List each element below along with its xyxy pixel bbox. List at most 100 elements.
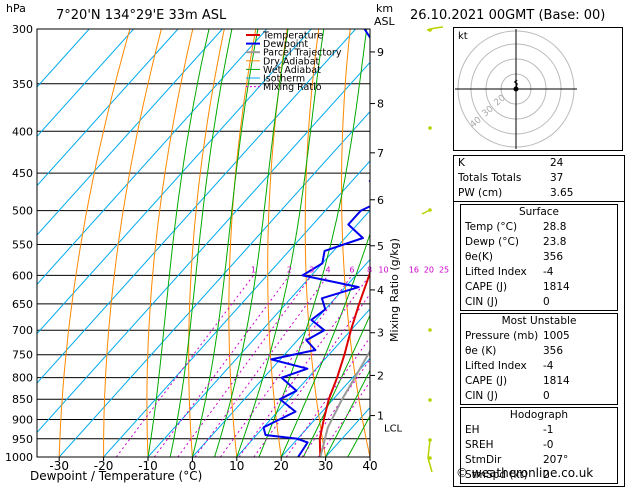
dry-adiabat-line xyxy=(228,29,257,457)
dry-adiabat-line xyxy=(411,29,450,457)
mixing-ratio-line xyxy=(115,275,254,457)
mixing-ratio-label: 3 xyxy=(309,265,314,274)
mixing-ratio-label: 1 xyxy=(251,265,256,274)
isotherm-line xyxy=(37,29,268,286)
hodograph-value: 207° xyxy=(543,454,569,466)
most-unstable-value: 1814 xyxy=(543,375,570,387)
surface-row: Temp (°C) 28.8 xyxy=(461,220,617,235)
km-tick-label: 6 xyxy=(377,194,384,207)
isotherm-line xyxy=(147,209,370,457)
pressure-tick-label: 700 xyxy=(12,324,33,337)
legend-entry-parcel-trajectory: Parcel Trajectory xyxy=(263,48,342,59)
mixing-ratio-line xyxy=(285,336,370,457)
mixing-ratio-label: 6 xyxy=(349,265,354,274)
dry-adiabat-line xyxy=(58,29,131,457)
mixing-ratio-label: 16 xyxy=(409,265,419,274)
pressure-tick-label: 900 xyxy=(12,414,33,427)
most-unstable-row: Lifted Index -4 xyxy=(461,359,617,374)
isotherm-line xyxy=(58,110,370,457)
temperature-tick-label: 30 xyxy=(318,459,333,473)
mixing-ratio-axis-label: Mixing Ratio (g/kg) xyxy=(388,238,401,342)
wind-barb-dot xyxy=(428,208,432,212)
most-unstable-key: Lifted Index xyxy=(465,360,527,372)
temperature-tick-label: 20 xyxy=(274,459,289,473)
wind-barb xyxy=(427,439,433,473)
wet-adiabat-line xyxy=(169,29,233,457)
isotherm-line xyxy=(37,29,223,236)
surface-key: Dewp (°C) xyxy=(465,236,519,248)
legend-entry-wet-adiabat: Wet Adiabat xyxy=(263,65,321,76)
datetime-title: 26.10.2021 00GMT (Base: 00) xyxy=(410,8,606,23)
temperature-tick-label: 40 xyxy=(362,459,377,473)
wind-barb-dot xyxy=(428,28,432,32)
mixing-ratio-line xyxy=(219,275,353,457)
wet-adiabat-line xyxy=(258,29,368,457)
dry-adiabat-line xyxy=(444,29,450,457)
index-row: Totals Totals 37 xyxy=(454,171,624,186)
surface-key: θe(K) xyxy=(465,251,493,263)
surface-row: Dewp (°C) 23.8 xyxy=(461,235,617,250)
temperature-tick-label: -10 xyxy=(138,459,158,473)
mixing-ratio-label: 10 xyxy=(378,265,388,274)
temperature-tick-label: -20 xyxy=(94,459,114,473)
wind-barb-dot xyxy=(428,438,432,442)
lcl-label: LCL xyxy=(384,423,403,434)
pressure-tick-label: 750 xyxy=(12,349,33,362)
surface-row: CAPE (J) 1814 xyxy=(461,280,617,295)
dry-adiabat-line xyxy=(188,29,225,457)
surface-value: 28.8 xyxy=(543,221,567,233)
surface-key: Lifted Index xyxy=(465,266,527,278)
pressure-tick-label: 600 xyxy=(12,269,33,282)
mixing-ratio-line xyxy=(238,275,370,457)
isotherm-line xyxy=(103,160,370,457)
mixing-ratio-label: 2 xyxy=(287,265,292,274)
wet-adiabat-line xyxy=(236,29,325,457)
most-unstable-row: CAPE (J) 1814 xyxy=(461,374,617,389)
temperature-tick-label: 10 xyxy=(229,459,244,473)
surface-key: CIN (J) xyxy=(465,296,498,308)
mixing-ratio-line xyxy=(153,275,290,457)
wet-adiabat-line xyxy=(280,232,370,457)
km-tick-label: 9 xyxy=(377,46,384,59)
pressure-tick-label: 800 xyxy=(12,372,33,385)
mixing-ratio-label: 4 xyxy=(325,265,330,274)
dry-adiabat-line xyxy=(103,29,162,457)
location-title: 7°20'N 134°29'E 33m ASL xyxy=(56,8,227,23)
most-unstable-value: -4 xyxy=(543,360,554,372)
surface-row: CIN (J) 0 xyxy=(461,295,617,310)
index-key: PW (cm) xyxy=(458,187,503,199)
km-tick-label: 3 xyxy=(377,327,384,340)
legend-entry-dry-adiabat: Dry Adiabat xyxy=(263,56,320,67)
plot-frame xyxy=(36,28,371,458)
km-tick-label: 1 xyxy=(377,410,384,423)
index-key: K xyxy=(458,157,465,169)
mixing-ratio-label: 8 xyxy=(367,265,372,274)
wet-adiabat-line xyxy=(325,369,370,457)
hpa-unit-label: hPa xyxy=(6,2,26,15)
pressure-tick-label: 950 xyxy=(12,433,33,446)
hodograph-row: StmDir 207° xyxy=(461,453,617,468)
legend-entry-isotherm: Isotherm xyxy=(263,74,305,85)
pressure-tick-label: 500 xyxy=(12,205,33,218)
parcel-trajectory-line xyxy=(319,349,370,457)
pressure-tick-label: 550 xyxy=(12,238,33,251)
isotherm-line xyxy=(37,61,370,434)
isotherm-line xyxy=(37,29,356,384)
km-tick-label: 8 xyxy=(377,98,384,111)
isotherm-line xyxy=(37,29,179,187)
wet-adiabat-line xyxy=(214,29,289,457)
km-tick-label: 5 xyxy=(377,240,384,253)
legend-entry-temperature: Temperature xyxy=(262,31,323,42)
dry-adiabat-line xyxy=(304,29,327,457)
surface-row: θe(K) 356 xyxy=(461,250,617,265)
surface-value: 356 xyxy=(543,251,564,263)
hodograph-value: -1 xyxy=(543,424,554,436)
pressure-tick-label: 1000 xyxy=(5,451,33,464)
dry-adiabat-line xyxy=(341,29,370,457)
wind-barb-dot xyxy=(428,126,432,130)
dry-adiabat-line xyxy=(146,29,194,457)
wind-barb-dot xyxy=(428,456,432,460)
most-unstable-value: 1005 xyxy=(543,330,570,342)
mixing-ratio-line xyxy=(301,358,370,457)
storm-motion-marker xyxy=(513,86,519,92)
